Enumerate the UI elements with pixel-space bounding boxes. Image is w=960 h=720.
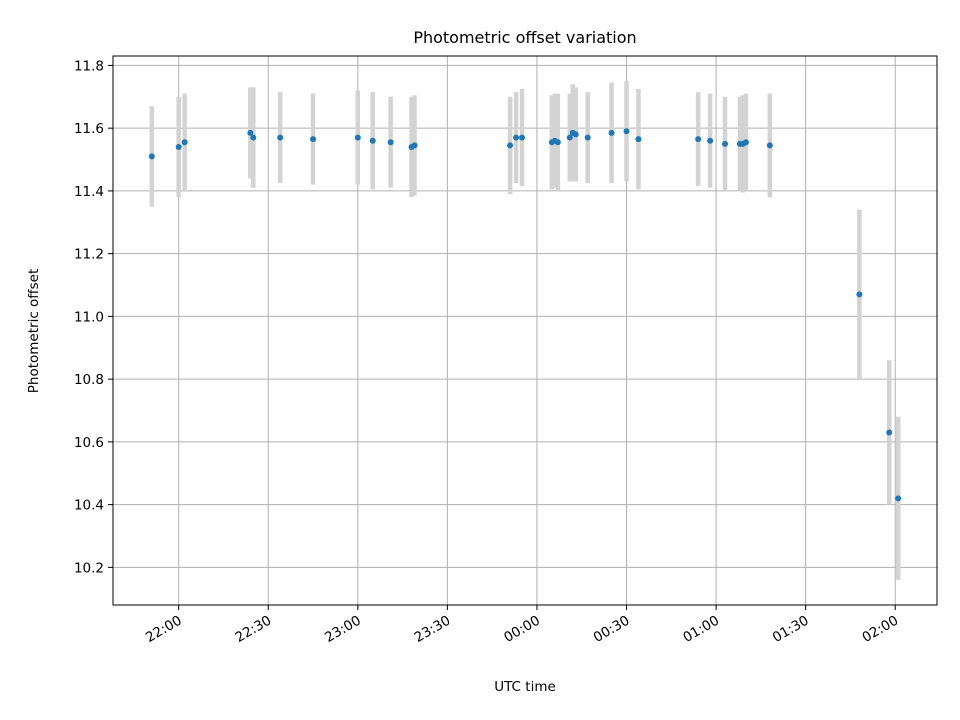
data-point — [742, 139, 749, 146]
y-tick-label: 11.4 — [74, 184, 104, 200]
y-tick-label: 11.8 — [74, 58, 104, 74]
grid-lines — [113, 56, 937, 605]
data-point — [181, 139, 188, 146]
x-tick-label: 22:00 — [143, 613, 185, 646]
x-axis-ticks: 22:00 22:30 23:00 23:30 00:00 00:30 01:00 01:30… — [143, 605, 901, 646]
data-point — [695, 136, 702, 143]
data-point — [519, 134, 526, 141]
data-point — [623, 128, 630, 135]
data-point — [277, 134, 284, 141]
data-point — [635, 136, 642, 143]
data-point — [856, 291, 863, 298]
y-tick-label: 10.8 — [74, 372, 104, 388]
data-point — [554, 139, 561, 146]
data-point — [886, 429, 893, 436]
data-point — [507, 142, 514, 149]
data-points — [148, 128, 902, 502]
y-axis-label: Photometric offset — [26, 269, 42, 393]
x-tick-label: 01:00 — [680, 613, 722, 646]
x-tick-label: 01:30 — [770, 613, 812, 646]
chart-title: Photometric offset variation — [413, 28, 636, 47]
x-tick-label: 02:00 — [860, 613, 902, 646]
y-tick-label: 10.6 — [74, 435, 104, 451]
y-axis-ticks: 10.2 10.4 10.6 10.8 11.0 11.2 11.4 11.6 11.8 — [74, 58, 113, 576]
y-tick-label: 10.4 — [74, 498, 104, 514]
x-tick-label: 00:00 — [501, 613, 543, 646]
x-tick-label: 00:30 — [591, 613, 633, 646]
data-point — [369, 137, 376, 144]
data-point — [584, 134, 591, 141]
data-point — [387, 139, 394, 146]
y-tick-label: 10.2 — [74, 560, 104, 576]
y-tick-label: 11.0 — [74, 309, 104, 325]
data-point — [247, 129, 254, 136]
x-axis-label: UTC time — [494, 679, 556, 695]
data-point — [766, 142, 773, 149]
data-point — [354, 134, 361, 141]
data-point — [895, 495, 902, 502]
x-tick-label: 23:00 — [322, 613, 364, 646]
data-point — [411, 142, 418, 149]
data-point — [250, 134, 257, 141]
plot-frame — [112, 55, 938, 606]
data-point — [148, 153, 155, 160]
data-point — [310, 136, 317, 143]
y-tick-label: 11.2 — [74, 247, 104, 263]
data-point — [722, 140, 729, 147]
data-point — [707, 137, 714, 144]
data-point — [513, 134, 520, 141]
y-tick-label: 11.6 — [74, 121, 104, 137]
x-tick-label: 22:30 — [233, 613, 275, 646]
data-point — [566, 134, 573, 141]
data-point — [572, 131, 579, 138]
data-point — [175, 143, 182, 150]
x-tick-label: 23:30 — [412, 613, 454, 646]
data-point — [608, 129, 615, 136]
